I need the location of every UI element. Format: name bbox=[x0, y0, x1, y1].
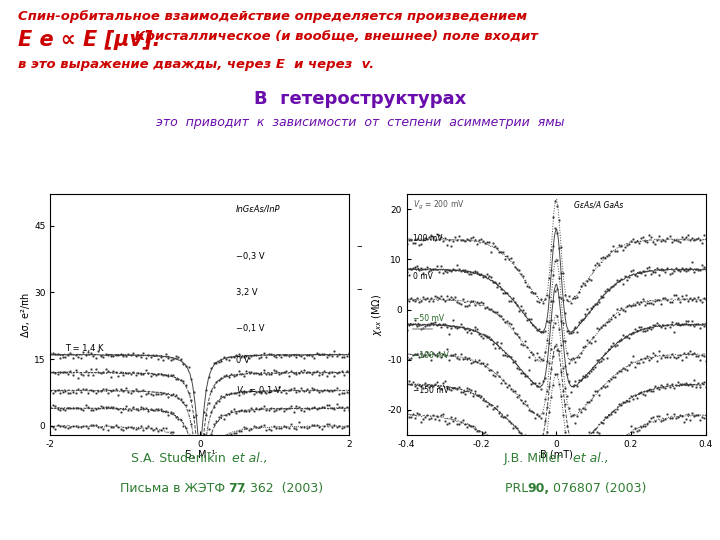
Text: 0 V: 0 V bbox=[235, 356, 249, 364]
Y-axis label: $\chi_{xx}$ (M$\Omega$): $\chi_{xx}$ (M$\Omega$) bbox=[370, 293, 384, 336]
Text: $V_g$ = 0,1 V: $V_g$ = 0,1 V bbox=[235, 385, 282, 399]
Y-axis label: Δσ, е²/πh: Δσ, е²/πh bbox=[22, 293, 31, 336]
Text: −100 mV: −100 mV bbox=[413, 351, 449, 360]
Text: –: – bbox=[356, 284, 362, 294]
Text: S.A. Studenikin: S.A. Studenikin bbox=[130, 452, 230, 465]
Text: Письма в ЖЭТФ: Письма в ЖЭТФ bbox=[120, 482, 229, 495]
Text: $V_g$ = 200 mV: $V_g$ = 200 mV bbox=[413, 199, 464, 212]
Text: −0,1 V: −0,1 V bbox=[235, 325, 264, 333]
Text: Спин-орбитальное взаимодействие определяется произведением: Спин-орбитальное взаимодействие определя… bbox=[18, 10, 527, 23]
Text: −50 mV: −50 mV bbox=[413, 314, 444, 322]
Text: et al.,: et al., bbox=[573, 452, 608, 465]
Text: 076807 (2003): 076807 (2003) bbox=[549, 482, 647, 495]
Text: −0,3 V: −0,3 V bbox=[235, 252, 264, 261]
Text: в это выражение дважды, через E  и через  v.: в это выражение дважды, через E и через … bbox=[18, 58, 374, 71]
Text: 77: 77 bbox=[228, 482, 246, 495]
Text: T = 1,4 K: T = 1,4 K bbox=[66, 343, 104, 353]
Text: InGεАs/InP: InGεАs/InP bbox=[235, 204, 280, 213]
Text: –: – bbox=[356, 241, 362, 251]
Text: −150 mV: −150 mV bbox=[413, 386, 449, 395]
Text: , 362  (2003): , 362 (2003) bbox=[242, 482, 323, 495]
X-axis label: B (mT): B (mT) bbox=[540, 450, 572, 460]
Text: 3,2 V: 3,2 V bbox=[235, 288, 257, 298]
Text: В  гетероструктурах: В гетероструктурах bbox=[254, 90, 466, 108]
Text: J.B. Miller: J.B. Miller bbox=[504, 452, 566, 465]
Text: E e ∝ E [μv].: E e ∝ E [μv]. bbox=[18, 30, 161, 50]
Text: это  приводит  к  зависимости  от  степени  асимметрии  ямы: это приводит к зависимости от степени ас… bbox=[156, 116, 564, 129]
Text: PRL: PRL bbox=[505, 482, 532, 495]
Text: GεАs/А GаАs: GεАs/А GаАs bbox=[574, 200, 624, 210]
Text: 100 mV: 100 mV bbox=[413, 234, 442, 243]
Text: Кристаллическое (и вообще, внешнее) поле входит: Кристаллическое (и вообще, внешнее) поле… bbox=[130, 30, 538, 43]
Text: et al.,: et al., bbox=[232, 452, 268, 465]
X-axis label: Б, М⁻¹: Б, М⁻¹ bbox=[184, 450, 215, 460]
Text: 0 mV: 0 mV bbox=[413, 272, 433, 280]
Text: 90,: 90, bbox=[527, 482, 549, 495]
